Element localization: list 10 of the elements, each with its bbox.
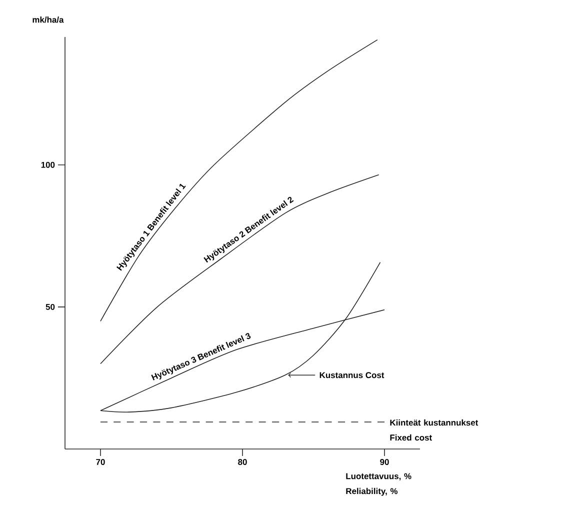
x-tick-label: 70 <box>96 459 105 466</box>
y-axis-title: mk/ha/a <box>32 16 64 23</box>
line-series <box>100 39 378 322</box>
x-axis-title: Luotettavuus, % Reliability, % <box>346 473 412 496</box>
legend-label: Kustannus Cost <box>320 372 384 378</box>
series-label: Kiinteät kustannukset Fixed cost <box>390 419 478 441</box>
x-tick-label: 90 <box>380 459 389 466</box>
x-tick-label: 80 <box>238 459 247 466</box>
y-tick-label: 100 <box>41 162 55 168</box>
y-tick-label: 50 <box>46 304 55 310</box>
